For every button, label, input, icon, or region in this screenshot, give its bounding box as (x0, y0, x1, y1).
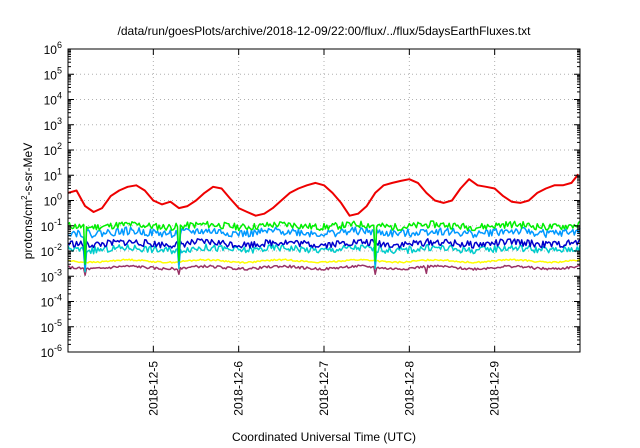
x-tick-label: 2018-12-5 (146, 361, 160, 416)
y-tick-label: 100 (44, 192, 62, 209)
y-axis-label-pre: protons/cm (21, 200, 35, 259)
y-tick-label-base: 10 (41, 270, 55, 284)
y-tick-label-base: 10 (41, 220, 55, 234)
y-tick-label-base: 10 (41, 321, 55, 335)
y-axis: 10-610-510-410-310-210-11001011021031041… (41, 40, 580, 360)
series-line (68, 264, 581, 276)
x-tick-label: 2018-12-8 (402, 361, 416, 416)
y-tick-label: 10-3 (41, 267, 62, 284)
x-tick-label: 2018-12-7 (317, 361, 331, 416)
y-axis-label: protons/cm2-s-sr-MeV (20, 143, 35, 259)
x-axis-label: Coordinated Universal Time (UTC) (232, 430, 416, 444)
y-tick-label-exponent: -4 (54, 293, 62, 303)
y-tick-label-exponent: 2 (57, 141, 62, 151)
y-axis-label-sup: 2 (20, 195, 29, 200)
y-tick-label: 10-4 (41, 293, 62, 310)
y-tick-label: 103 (44, 116, 62, 133)
y-tick-label: 104 (44, 91, 62, 108)
y-tick-label-exponent: -1 (54, 217, 62, 227)
y-tick-label-exponent: 4 (57, 91, 62, 101)
y-tick-label-base: 10 (44, 68, 58, 82)
y-tick-label-base: 10 (44, 119, 58, 133)
chart-title: /data/run/goesPlots/archive/2018-12-09/2… (118, 24, 532, 38)
y-axis-label-post: -s-sr-MeV (21, 143, 35, 196)
y-tick-label-exponent: -6 (54, 343, 62, 353)
y-tick-label: 106 (44, 40, 62, 57)
series-line (67, 243, 581, 273)
y-tick-label-exponent: 1 (57, 166, 62, 176)
y-tick-label: 10-6 (41, 343, 62, 360)
y-tick-label-exponent: 6 (57, 40, 62, 50)
y-tick-label: 101 (44, 166, 62, 183)
y-tick-label-base: 10 (41, 346, 55, 360)
x-axis: 2018-12-5 2018-12-6 2018-12-7 2018-12-8 2018… (146, 49, 502, 416)
y-tick-label: 10-5 (41, 318, 62, 335)
y-tick-label-base: 10 (44, 43, 58, 57)
series-group (67, 173, 581, 276)
y-tick-label: 102 (44, 141, 62, 158)
y-tick-label-base: 10 (44, 94, 58, 108)
x-tick-label: 2018-12-6 (232, 361, 246, 416)
y-tick-label: 10-2 (41, 242, 62, 259)
y-tick-label-base: 10 (44, 144, 58, 158)
series-line (67, 173, 580, 217)
y-tick-label-base: 10 (44, 169, 58, 183)
series-line (67, 220, 581, 265)
y-tick-label: 10-1 (41, 217, 62, 234)
y-tick-label-exponent: 5 (57, 65, 62, 75)
series-line (68, 226, 581, 270)
series-line (67, 238, 581, 267)
y-tick-label-exponent: -3 (54, 267, 62, 277)
y-tick-label-base: 10 (41, 245, 55, 259)
y-tick-label-exponent: 0 (57, 192, 62, 202)
y-tick-label-base: 10 (44, 195, 58, 209)
y-tick-label-exponent: -2 (54, 242, 62, 252)
x-tick-label: 2018-12-9 (488, 361, 502, 416)
y-tick-label-exponent: -5 (54, 318, 62, 328)
series-line (67, 258, 581, 264)
y-tick-label: 105 (44, 65, 62, 82)
y-tick-label-base: 10 (41, 296, 55, 310)
y-tick-label-exponent: 3 (57, 116, 62, 126)
